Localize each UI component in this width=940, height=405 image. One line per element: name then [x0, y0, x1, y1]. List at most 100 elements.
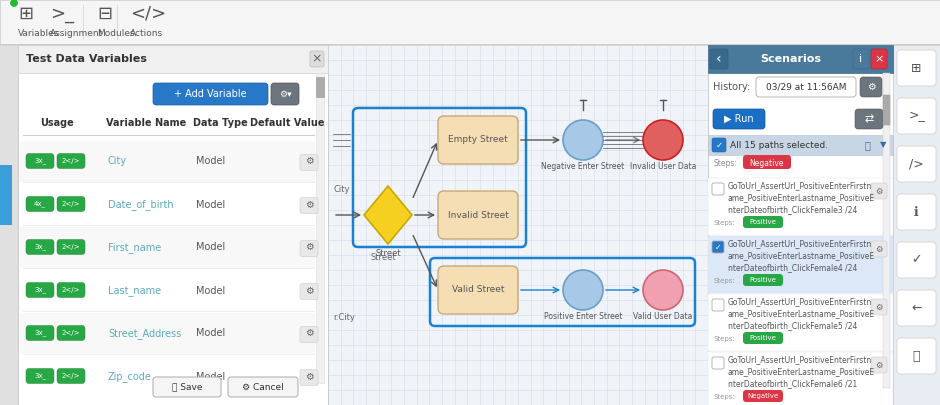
Text: ▼: ▼	[880, 141, 886, 149]
Text: ×: ×	[312, 53, 322, 66]
Text: ←: ←	[911, 301, 922, 315]
FancyBboxPatch shape	[871, 299, 887, 315]
Text: 2</>: 2</>	[62, 158, 80, 164]
FancyBboxPatch shape	[743, 332, 783, 344]
Text: 💾 Save: 💾 Save	[172, 382, 202, 392]
Bar	[23, 268, 315, 269]
FancyBboxPatch shape	[712, 241, 724, 253]
Text: Date_of_birth: Date_of_birth	[108, 199, 174, 210]
FancyBboxPatch shape	[57, 369, 85, 384]
Text: Scenarios: Scenarios	[760, 54, 821, 64]
Text: 03/29 at 11:56AM: 03/29 at 11:56AM	[766, 83, 846, 92]
FancyBboxPatch shape	[300, 284, 318, 300]
Text: ▶ Run: ▶ Run	[724, 114, 754, 124]
Text: ame_PositiveEnterLastname_PositiveE: ame_PositiveEnterLastname_PositiveE	[728, 367, 875, 377]
Text: Zip_code: Zip_code	[108, 371, 152, 382]
Text: Valid User Data: Valid User Data	[634, 312, 693, 321]
Bar	[23, 182, 315, 183]
Circle shape	[643, 120, 683, 160]
Bar	[20, 270, 315, 311]
FancyBboxPatch shape	[57, 239, 85, 254]
Text: ⚙: ⚙	[305, 243, 313, 252]
Text: nterDateofbirth_ClickFemale3 /24: nterDateofbirth_ClickFemale3 /24	[728, 205, 857, 215]
Bar	[20, 184, 315, 225]
FancyBboxPatch shape	[712, 299, 724, 311]
Text: Negative: Negative	[750, 158, 784, 168]
FancyBboxPatch shape	[300, 369, 318, 386]
FancyBboxPatch shape	[153, 377, 221, 397]
Text: 3x_: 3x_	[34, 373, 46, 379]
Bar	[0, 0, 940, 45]
FancyBboxPatch shape	[26, 369, 54, 384]
Text: Positive: Positive	[749, 335, 776, 341]
Text: Street: Street	[370, 252, 396, 262]
Text: ✓: ✓	[714, 243, 721, 252]
Text: 2</>: 2</>	[62, 244, 80, 250]
Text: Negative Enter Street: Negative Enter Street	[541, 162, 624, 171]
Text: 2</>: 2</>	[62, 201, 80, 207]
Text: ⚙: ⚙	[875, 245, 883, 254]
Circle shape	[9, 0, 19, 8]
Text: GoToUrl_AssertUrl_PositiveEnterFirstn: GoToUrl_AssertUrl_PositiveEnterFirstn	[728, 181, 872, 190]
FancyBboxPatch shape	[300, 154, 318, 171]
Bar	[883, 73, 890, 388]
Bar	[708, 45, 893, 405]
Text: />: />	[909, 158, 924, 171]
Text: Street_Address: Street_Address	[108, 328, 181, 339]
Text: Invalid User Data: Invalid User Data	[630, 162, 697, 171]
Text: ⚙: ⚙	[305, 200, 313, 209]
Bar	[708, 236, 893, 293]
Text: 3x_: 3x_	[34, 158, 46, 164]
Text: 3x_: 3x_	[34, 244, 46, 250]
Text: ⚙: ⚙	[305, 286, 313, 296]
FancyBboxPatch shape	[871, 357, 887, 373]
Bar	[18, 45, 328, 405]
FancyBboxPatch shape	[712, 138, 726, 152]
Text: ⚙: ⚙	[305, 156, 313, 166]
Text: nterDateofbirth_ClickFemale5 /24: nterDateofbirth_ClickFemale5 /24	[728, 322, 857, 330]
Text: ⚙: ⚙	[875, 303, 883, 311]
FancyBboxPatch shape	[438, 116, 518, 164]
FancyBboxPatch shape	[57, 153, 85, 168]
Text: Empty Street: Empty Street	[448, 136, 508, 145]
FancyBboxPatch shape	[712, 357, 724, 369]
FancyBboxPatch shape	[300, 198, 318, 213]
Text: 3x_: 3x_	[34, 287, 46, 293]
FancyBboxPatch shape	[871, 49, 887, 69]
Bar	[708, 45, 893, 73]
Text: ✓: ✓	[911, 254, 922, 266]
Text: ⚙: ⚙	[867, 82, 875, 92]
FancyBboxPatch shape	[743, 274, 783, 286]
Text: ⚙: ⚙	[305, 371, 313, 382]
Text: GoToUrl_AssertUrl_PositiveEnterFirstn: GoToUrl_AssertUrl_PositiveEnterFirstn	[728, 356, 872, 364]
Bar	[20, 313, 315, 354]
Bar	[23, 225, 315, 226]
Text: Steps:: Steps:	[713, 220, 735, 226]
Text: >_: >_	[908, 109, 925, 122]
Bar	[316, 77, 324, 97]
Bar	[883, 95, 890, 125]
Circle shape	[563, 270, 603, 310]
Text: Actions: Actions	[130, 28, 164, 38]
Text: Model: Model	[196, 328, 226, 339]
Text: GoToUrl_AssertUrl_PositiveEnterFirstn: GoToUrl_AssertUrl_PositiveEnterFirstn	[728, 298, 872, 307]
Bar	[18, 45, 328, 73]
FancyBboxPatch shape	[756, 77, 856, 97]
Bar	[117, 5, 118, 40]
Text: Steps:: Steps:	[713, 158, 737, 168]
Text: + Add Variable: + Add Variable	[174, 89, 246, 99]
FancyBboxPatch shape	[743, 155, 791, 169]
Text: Model: Model	[196, 156, 226, 166]
Bar	[708, 294, 893, 351]
FancyBboxPatch shape	[57, 283, 85, 298]
Bar	[0, 165, 12, 225]
FancyBboxPatch shape	[897, 290, 936, 326]
FancyBboxPatch shape	[897, 242, 936, 278]
Bar	[23, 135, 315, 136]
Text: Data Type: Data Type	[193, 118, 248, 128]
FancyBboxPatch shape	[57, 196, 85, 211]
FancyBboxPatch shape	[710, 49, 728, 69]
Text: ⚙▾: ⚙▾	[278, 90, 291, 98]
FancyBboxPatch shape	[228, 377, 298, 397]
Bar	[20, 141, 315, 182]
